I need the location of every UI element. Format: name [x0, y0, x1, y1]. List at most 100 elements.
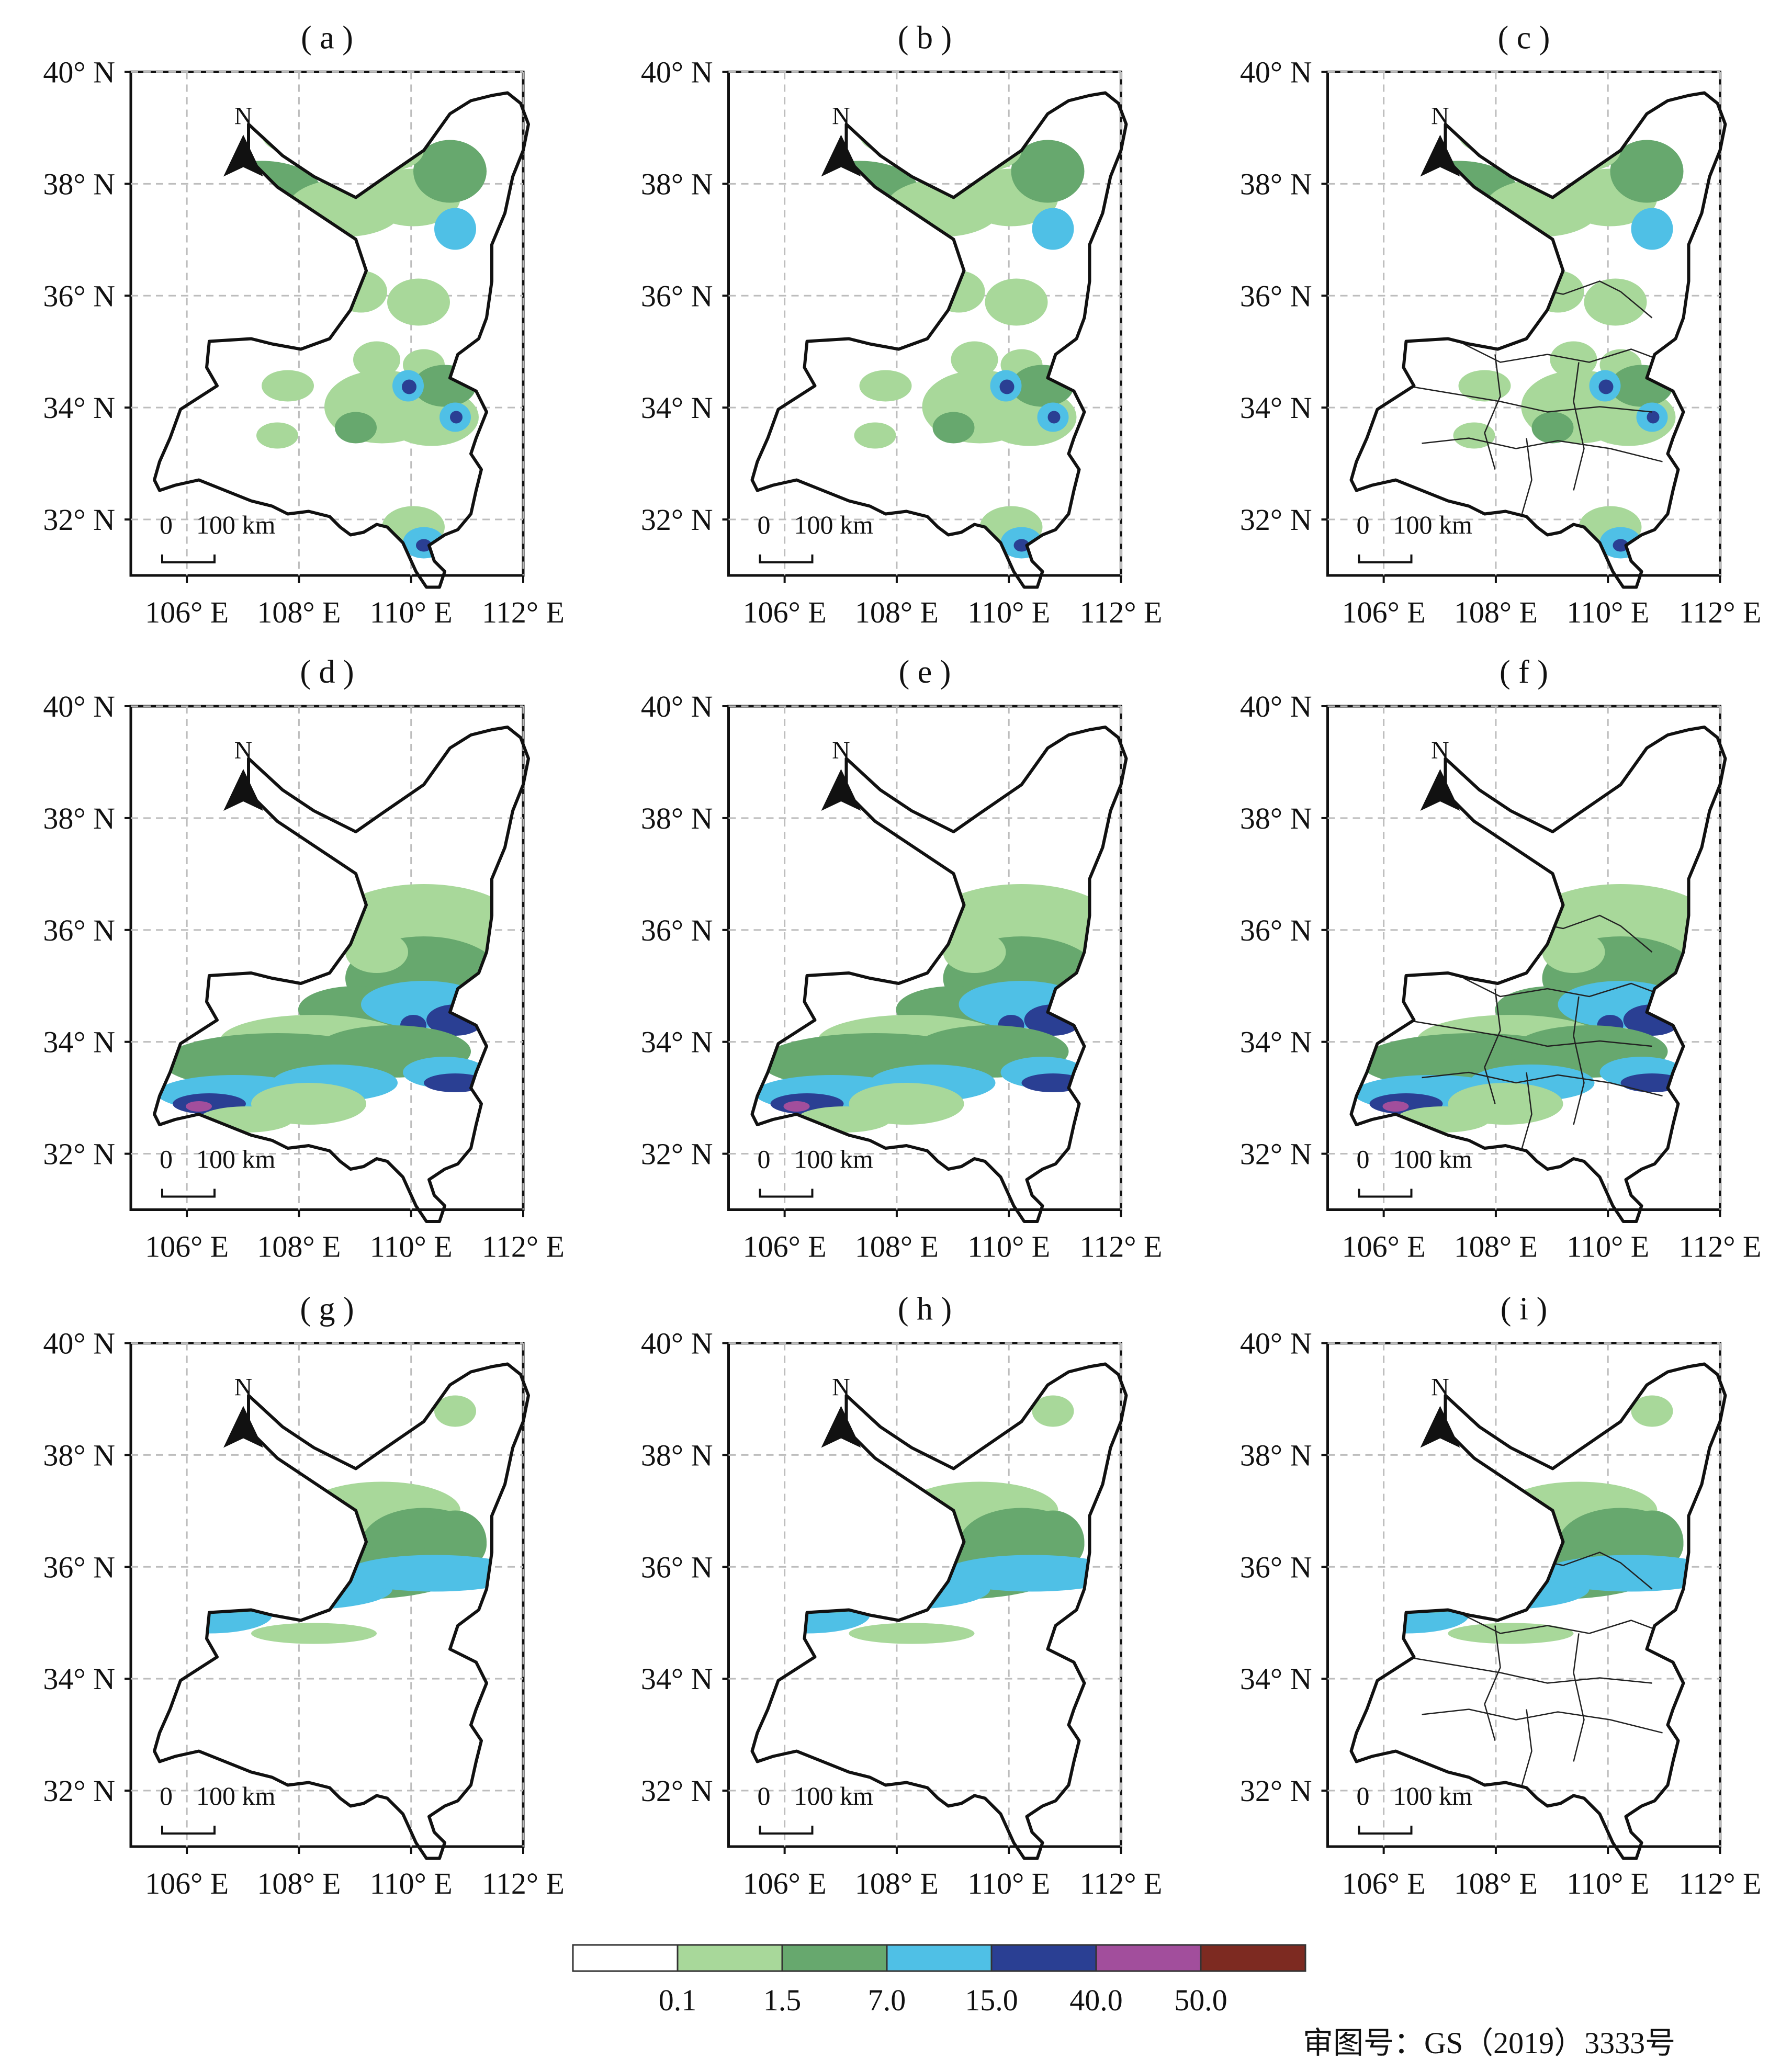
- lat-tick-label: 40° N: [43, 689, 115, 723]
- city-boundary: [1463, 343, 1673, 366]
- lat-tick-label: 36° N: [43, 913, 115, 947]
- lat-tick-label: 40° N: [43, 55, 115, 89]
- lat-tick-label: 34° N: [641, 1025, 713, 1059]
- scale-bar: 0 100 km: [1357, 1145, 1472, 1198]
- lon-tick-label: 112° E: [482, 1230, 565, 1264]
- lat-tick-label: 32° N: [43, 503, 115, 537]
- lon-tick-label: 108° E: [1454, 595, 1538, 629]
- scale-bar: 0 100 km: [758, 1145, 874, 1198]
- scale-bar: 0 100 km: [160, 1781, 276, 1835]
- lat-tick-label: 40° N: [641, 1327, 713, 1361]
- lat-tick-label: 34° N: [1240, 1662, 1312, 1696]
- north-arrow-icon: N: [223, 1374, 263, 1448]
- map-panel: ( c ) N 0 100 km 40° N 38° N 36° N 34° N 32° N 10…: [1240, 20, 1762, 630]
- precip-patch: [951, 341, 998, 378]
- scale-distance: 100 km: [794, 1145, 874, 1174]
- precip-patch: [256, 422, 298, 449]
- map-frame: [1326, 1342, 1721, 1848]
- precip-patch: [1032, 1395, 1074, 1427]
- map-frame: [129, 1342, 525, 1848]
- lon-tick-label: 106° E: [145, 1230, 229, 1264]
- panel-label: ( e ): [899, 654, 951, 690]
- legend-label: 50.0: [1174, 1983, 1227, 2017]
- north-arrow-icon: N: [1420, 1374, 1460, 1448]
- lon-tick-label: 112° E: [482, 1866, 565, 1900]
- city-boundary: [1463, 977, 1673, 1000]
- precip-patch: [1542, 1555, 1720, 1592]
- province-outline: [1349, 91, 1727, 589]
- lat-tick-label: 38° N: [1240, 167, 1312, 201]
- scale-bar: 0 100 km: [160, 510, 276, 563]
- lat-tick-label: 34° N: [43, 391, 115, 425]
- scale-bar: 0 100 km: [1357, 1781, 1472, 1835]
- north-label: N: [832, 103, 850, 130]
- lon-tick-label: 110° E: [1566, 1866, 1649, 1900]
- lat-tick-label: 36° N: [43, 279, 115, 313]
- lat-tick-label: 40° N: [641, 55, 713, 89]
- precip-patch: [1647, 411, 1660, 424]
- city-boundary: [1573, 1633, 1585, 1762]
- scale-distance: 100 km: [794, 510, 874, 539]
- precip-patch: [251, 1623, 377, 1644]
- lat-tick-label: 38° N: [43, 167, 115, 201]
- city-boundary: [1422, 1708, 1663, 1734]
- precip-patch: [849, 1623, 975, 1644]
- panel-label: ( d ): [300, 654, 354, 690]
- precip-patch: [1613, 539, 1629, 552]
- lon-tick-label: 110° E: [370, 1230, 453, 1264]
- scale-bar: 0 100 km: [758, 1781, 873, 1835]
- lon-tick-label: 112° E: [1080, 1230, 1163, 1264]
- map-panel: ( h ) N 0 100 km 40° N 38° N 36° N 34° N 32° N 10…: [641, 1292, 1163, 1901]
- province-outline: [153, 91, 530, 589]
- scale-zero: 0: [160, 1145, 173, 1174]
- scale-bar: 0 100 km: [1357, 510, 1472, 563]
- lat-tick-label: 40° N: [1240, 1327, 1312, 1361]
- north-arrow-icon: N: [1420, 737, 1460, 811]
- lat-tick-label: 36° N: [43, 1550, 115, 1584]
- scale-zero: 0: [160, 1781, 173, 1810]
- lat-tick-label: 32° N: [1240, 1137, 1312, 1171]
- lat-tick-label: 32° N: [1240, 1774, 1312, 1808]
- map-panel: ( b ) N 0 100 km 40° N 38° N 36° N 34° N 32° N 10…: [641, 20, 1163, 630]
- precip-patch: [353, 341, 400, 378]
- lat-tick-label: 38° N: [1240, 1438, 1312, 1472]
- north-arrow-icon: N: [1420, 103, 1460, 177]
- precip-patch: [1531, 412, 1574, 444]
- lon-tick-label: 108° E: [257, 595, 341, 629]
- lon-tick-label: 108° E: [1454, 1230, 1538, 1264]
- precip-patch: [859, 370, 912, 402]
- precip-patch: [1448, 1623, 1574, 1644]
- map-panel: ( a ) N 0 100 km 40° N 38° N 36° N 34° N 32° N 10…: [43, 20, 565, 630]
- lon-tick-label: 108° E: [1454, 1866, 1538, 1900]
- city-boundary: [1463, 1614, 1673, 1637]
- precipitation-field: [799, 114, 1085, 559]
- lat-tick-label: 38° N: [43, 801, 115, 835]
- lat-tick-label: 40° N: [1240, 689, 1312, 723]
- lon-tick-label: 110° E: [967, 595, 1050, 629]
- lat-tick-label: 36° N: [1240, 1550, 1312, 1584]
- precip-patch: [387, 278, 450, 326]
- lat-tick-label: 34° N: [43, 1025, 115, 1059]
- lat-tick-label: 32° N: [43, 1774, 115, 1808]
- lon-tick-label: 112° E: [1080, 1866, 1163, 1900]
- city-boundary: [1406, 1656, 1652, 1684]
- scale-zero: 0: [758, 510, 771, 539]
- scale-zero: 0: [1357, 510, 1370, 539]
- lon-tick-label: 106° E: [743, 1866, 827, 1900]
- scale-distance: 100 km: [196, 1781, 276, 1810]
- map-panel: ( i ) N 0 100 km 40° N 38° N 36° N 34° N 32° N 10…: [1240, 1292, 1762, 1901]
- north-label: N: [1431, 737, 1449, 764]
- lat-tick-label: 34° N: [641, 391, 713, 425]
- precip-patch: [434, 1395, 476, 1427]
- lon-tick-label: 106° E: [743, 1230, 827, 1264]
- lat-tick-label: 34° N: [641, 1662, 713, 1696]
- lon-tick-label: 112° E: [1080, 595, 1163, 629]
- city-boundary: [1484, 1625, 1501, 1741]
- legend-swatch: [1200, 1944, 1306, 1972]
- legend-label: 0.1: [659, 1983, 697, 2017]
- panel-label: ( a ): [301, 20, 353, 56]
- precipitation-field: [201, 114, 487, 559]
- scale-distance: 100 km: [196, 1145, 276, 1174]
- province-outline: [750, 91, 1128, 589]
